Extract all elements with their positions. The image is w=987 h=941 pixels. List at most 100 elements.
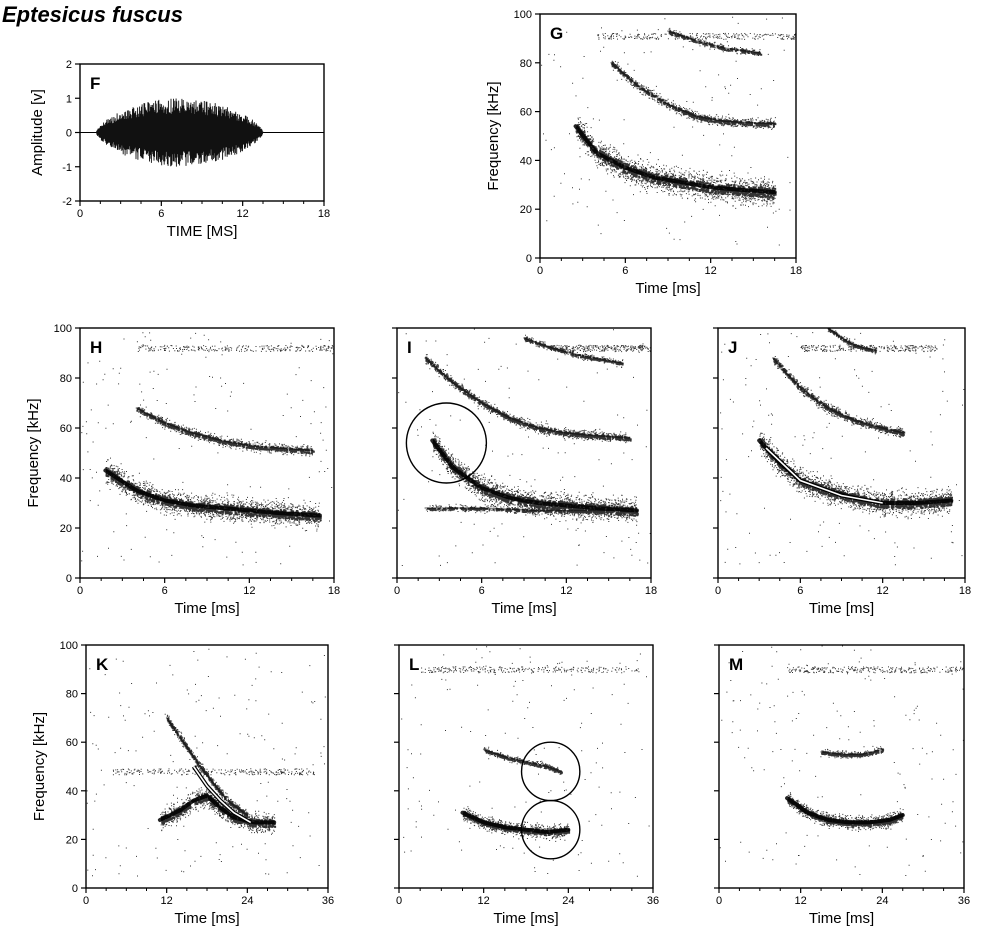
x-tick-label: 24 xyxy=(241,895,253,907)
y-tick-label: 20 xyxy=(66,834,78,846)
y-axis-label: Frequency [kHz] xyxy=(25,398,42,507)
x-axis-label: Time [ms] xyxy=(809,600,874,617)
x-axis-label: Time [ms] xyxy=(174,910,239,927)
speckle-dots xyxy=(401,646,653,877)
panel-label: M xyxy=(729,655,743,674)
x-axis-label: Time [ms] xyxy=(493,910,558,927)
y-tick-label: 20 xyxy=(60,523,72,535)
x-tick-label: 6 xyxy=(479,585,485,597)
x-tick-label: 12 xyxy=(478,895,490,907)
panel-i: 0 6 12 18 Time [ms] I xyxy=(392,327,657,617)
trace-harmonic2 xyxy=(772,357,905,434)
panel-label: J xyxy=(728,338,737,357)
y-tick-label: 60 xyxy=(520,107,532,119)
x-tick-label: 24 xyxy=(562,895,574,907)
panel-f: 0 6 12 18 2 1 0 -1 -2 TIME [MS] Amplitude [v] F xyxy=(29,59,330,240)
spectrogram-speckle xyxy=(401,646,653,877)
panel-label: G xyxy=(550,24,563,43)
y-tick-label: 80 xyxy=(60,373,72,385)
panel-k: 0 12 24 36 100 80 60 40 20 0 Time [ms] Frequency [k… xyxy=(31,640,334,927)
panel-h: 0 6 12 18 100 80 60 40 20 0 Time [ms] Frequency [kH… xyxy=(25,323,340,617)
y-tick-label: 80 xyxy=(520,58,532,70)
x-tick-label: 12 xyxy=(795,895,807,907)
panel-l: 0 12 24 36 Time [ms] L xyxy=(394,644,659,927)
y-tick-label: 40 xyxy=(66,786,78,798)
x-tick-label: 24 xyxy=(876,895,888,907)
overlay-line xyxy=(765,447,883,504)
panel-label: L xyxy=(409,655,419,674)
x-tick-label: 36 xyxy=(958,895,970,907)
panel-g: 0 6 12 18 100 80 60 40 20 0 Time [ms] Frequency [kH… xyxy=(485,9,802,297)
x-tick-label: 12 xyxy=(560,585,572,597)
x-tick-label: 36 xyxy=(647,895,659,907)
x-tick-label: 0 xyxy=(396,895,402,907)
plot-frame xyxy=(398,644,654,889)
y-tick-label: -1 xyxy=(62,162,72,174)
speckle-dots xyxy=(397,328,651,566)
x-tick-label: 18 xyxy=(318,208,330,220)
highlight-circle xyxy=(520,799,581,860)
y-tick-label: 100 xyxy=(60,640,78,652)
x-tick-label: 6 xyxy=(797,585,803,597)
y-tick-label: 100 xyxy=(514,9,532,21)
y-tick-label: 100 xyxy=(54,323,72,335)
plot-frame xyxy=(85,644,329,889)
spectrogram-speckle xyxy=(81,332,334,566)
spectrogram-speckle xyxy=(397,328,651,566)
speckle-dots xyxy=(720,328,965,566)
panel-label: I xyxy=(407,338,412,357)
x-tick-label: 0 xyxy=(77,585,83,597)
y-tick-label: 40 xyxy=(520,155,532,167)
speckle-dots xyxy=(541,16,796,246)
spectrogram-speckle xyxy=(86,648,326,877)
panel-label: F xyxy=(90,74,100,93)
x-tick-label: 0 xyxy=(394,585,400,597)
x-tick-label: 12 xyxy=(161,895,173,907)
speckle-dots xyxy=(719,645,964,876)
x-axis-label: Time [ms] xyxy=(809,910,874,927)
y-axis-label: Frequency [kHz] xyxy=(31,712,48,821)
x-tick-label: 12 xyxy=(237,208,249,220)
highlight-circle xyxy=(520,741,581,802)
y-tick-label: 60 xyxy=(66,737,78,749)
y-axis-label: Frequency [kHz] xyxy=(485,81,502,190)
waveform-trace xyxy=(95,98,264,167)
x-tick-label: 0 xyxy=(77,208,83,220)
y-tick-label: 40 xyxy=(60,473,72,485)
x-tick-label: 18 xyxy=(959,585,971,597)
x-tick-label: 12 xyxy=(877,585,889,597)
y-tick-label: 0 xyxy=(72,883,78,895)
x-tick-label: 18 xyxy=(645,585,657,597)
plot-frame xyxy=(717,327,966,579)
x-tick-label: 6 xyxy=(158,208,164,220)
y-tick-label: 60 xyxy=(60,423,72,435)
x-tick-label: 12 xyxy=(243,585,255,597)
y-tick-label: 0 xyxy=(526,253,532,265)
x-axis-label: Time [ms] xyxy=(491,600,556,617)
x-tick-label: 18 xyxy=(328,585,340,597)
x-tick-label: 36 xyxy=(322,895,334,907)
x-tick-label: 0 xyxy=(83,895,89,907)
x-axis-label: Time [ms] xyxy=(635,280,700,297)
x-tick-label: 6 xyxy=(622,265,628,277)
spectrogram-speckle xyxy=(719,645,964,876)
x-tick-label: 0 xyxy=(537,265,543,277)
x-axis-label: Time [ms] xyxy=(174,600,239,617)
y-tick-label: 1 xyxy=(66,93,72,105)
highlight-circle xyxy=(405,402,488,484)
y-tick-label: 2 xyxy=(66,59,72,71)
x-tick-label: 6 xyxy=(162,585,168,597)
y-axis-label: Amplitude [v] xyxy=(29,89,46,176)
plot-frame xyxy=(718,644,965,889)
y-tick-label: -2 xyxy=(62,196,72,208)
panel-j: 0 6 12 18 Time [ms] J xyxy=(713,327,971,617)
panel-m: 0 12 24 36 Time [ms] M xyxy=(714,644,970,927)
y-tick-label: 20 xyxy=(520,204,532,216)
panel-label: K xyxy=(96,655,109,674)
spectrogram-speckle xyxy=(541,16,796,246)
x-tick-label: 18 xyxy=(790,265,802,277)
figure-title: Eptesicus fuscus xyxy=(2,2,183,27)
panel-label: H xyxy=(90,338,102,357)
speckle-dots xyxy=(81,332,334,566)
